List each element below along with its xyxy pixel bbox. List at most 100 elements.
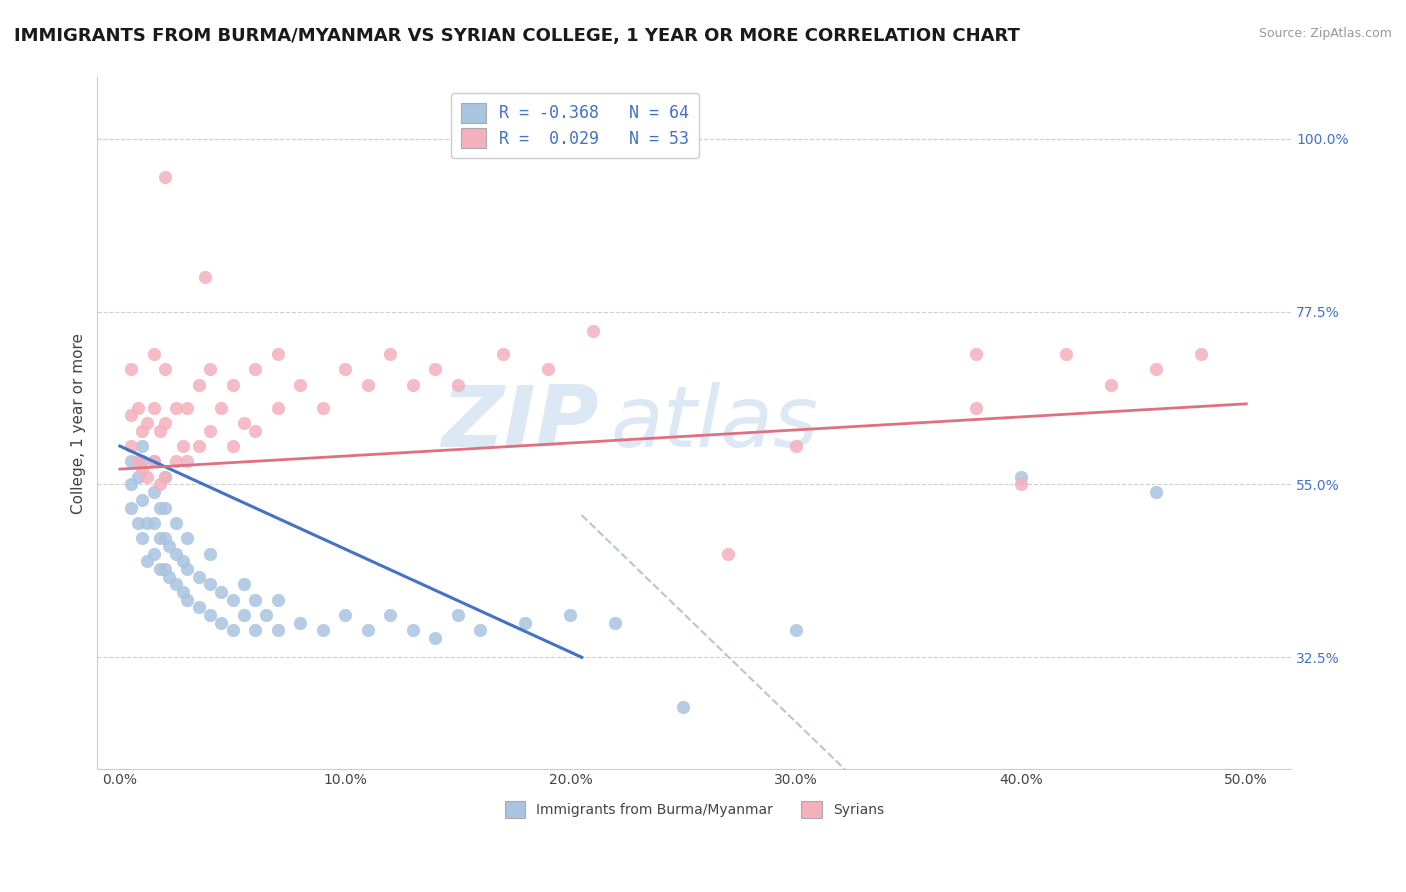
Point bbox=[232, 607, 254, 622]
Point bbox=[187, 439, 209, 453]
Point bbox=[131, 531, 153, 545]
Point bbox=[131, 424, 153, 438]
Point bbox=[131, 439, 153, 453]
Point bbox=[187, 569, 209, 583]
Point bbox=[1144, 362, 1167, 376]
Point bbox=[172, 585, 194, 599]
Point bbox=[165, 577, 187, 591]
Point bbox=[447, 377, 470, 392]
Point bbox=[142, 347, 165, 361]
Point bbox=[785, 624, 807, 638]
Point bbox=[198, 547, 221, 561]
Point bbox=[127, 401, 149, 415]
Point bbox=[149, 562, 172, 576]
Text: atlas: atlas bbox=[610, 382, 818, 465]
Point bbox=[149, 500, 172, 515]
Point bbox=[176, 401, 198, 415]
Point bbox=[198, 607, 221, 622]
Point bbox=[142, 454, 165, 468]
Point bbox=[243, 362, 266, 376]
Point bbox=[965, 347, 987, 361]
Point bbox=[1010, 470, 1032, 484]
Point bbox=[380, 347, 402, 361]
Point bbox=[165, 516, 187, 530]
Point bbox=[232, 416, 254, 430]
Point bbox=[176, 592, 198, 607]
Point bbox=[142, 547, 165, 561]
Point bbox=[209, 615, 232, 630]
Point bbox=[176, 562, 198, 576]
Y-axis label: College, 1 year or more: College, 1 year or more bbox=[72, 333, 86, 514]
Point bbox=[120, 500, 142, 515]
Point bbox=[266, 624, 288, 638]
Point bbox=[165, 401, 187, 415]
Point bbox=[232, 577, 254, 591]
Point bbox=[149, 531, 172, 545]
Point bbox=[176, 531, 198, 545]
Point bbox=[1099, 377, 1122, 392]
Point bbox=[470, 624, 492, 638]
Point bbox=[194, 270, 217, 285]
Point bbox=[127, 516, 149, 530]
Point bbox=[1010, 477, 1032, 491]
Point bbox=[153, 416, 176, 430]
Point bbox=[402, 624, 425, 638]
Point bbox=[1144, 485, 1167, 500]
Point bbox=[142, 485, 165, 500]
Legend: Immigrants from Burma/Myanmar, Syrians: Immigrants from Burma/Myanmar, Syrians bbox=[499, 796, 890, 824]
Point bbox=[142, 401, 165, 415]
Point bbox=[425, 631, 447, 645]
Point bbox=[198, 577, 221, 591]
Point bbox=[221, 439, 243, 453]
Point bbox=[131, 454, 153, 468]
Point bbox=[120, 409, 142, 423]
Point bbox=[221, 624, 243, 638]
Point bbox=[159, 539, 181, 553]
Point bbox=[187, 600, 209, 615]
Point bbox=[209, 585, 232, 599]
Point bbox=[582, 324, 605, 338]
Point bbox=[288, 377, 311, 392]
Point bbox=[357, 624, 380, 638]
Point bbox=[221, 592, 243, 607]
Point bbox=[311, 401, 333, 415]
Point bbox=[120, 439, 142, 453]
Point bbox=[135, 516, 157, 530]
Point bbox=[176, 454, 198, 468]
Text: Source: ZipAtlas.com: Source: ZipAtlas.com bbox=[1258, 27, 1392, 40]
Point bbox=[153, 362, 176, 376]
Point bbox=[149, 424, 172, 438]
Point bbox=[1054, 347, 1077, 361]
Point bbox=[153, 562, 176, 576]
Point bbox=[266, 347, 288, 361]
Point bbox=[209, 401, 232, 415]
Point bbox=[120, 477, 142, 491]
Point bbox=[380, 607, 402, 622]
Point bbox=[965, 401, 987, 415]
Point bbox=[153, 500, 176, 515]
Point bbox=[492, 347, 515, 361]
Point bbox=[153, 170, 176, 185]
Point bbox=[333, 362, 356, 376]
Point bbox=[221, 377, 243, 392]
Point bbox=[127, 470, 149, 484]
Point bbox=[288, 615, 311, 630]
Text: ZIP: ZIP bbox=[441, 382, 599, 465]
Point bbox=[153, 470, 176, 484]
Point bbox=[198, 362, 221, 376]
Point bbox=[333, 607, 356, 622]
Point bbox=[515, 615, 537, 630]
Point bbox=[142, 516, 165, 530]
Point bbox=[447, 607, 470, 622]
Point bbox=[135, 416, 157, 430]
Point bbox=[153, 470, 176, 484]
Point bbox=[560, 607, 582, 622]
Point bbox=[425, 362, 447, 376]
Point bbox=[537, 362, 560, 376]
Point bbox=[672, 700, 695, 714]
Point bbox=[243, 624, 266, 638]
Point bbox=[254, 607, 277, 622]
Point bbox=[402, 377, 425, 392]
Point bbox=[142, 454, 165, 468]
Point bbox=[357, 377, 380, 392]
